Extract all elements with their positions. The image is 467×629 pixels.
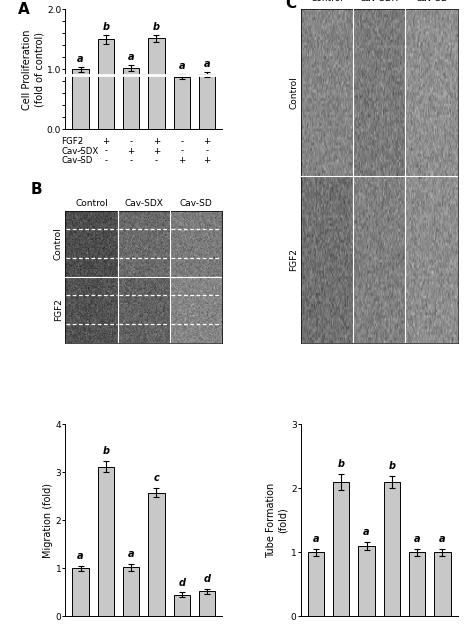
Text: A: A	[18, 3, 30, 17]
Text: FGF2: FGF2	[62, 137, 84, 146]
Text: -: -	[155, 156, 158, 165]
Text: b: b	[153, 21, 160, 31]
Bar	[174, 595, 190, 616]
Text: a: a	[128, 52, 134, 62]
Text: b: b	[389, 461, 396, 470]
Text: a: a	[312, 535, 319, 544]
Text: -: -	[205, 147, 209, 155]
Bar	[123, 567, 140, 616]
Text: -: -	[130, 137, 133, 146]
Bar	[199, 591, 215, 616]
Text: a: a	[363, 527, 370, 537]
Text: -: -	[79, 147, 82, 155]
Y-axis label: Tube Formation
(fold): Tube Formation (fold)	[267, 483, 288, 558]
Text: a: a	[204, 59, 211, 69]
Text: Control: Control	[54, 228, 63, 260]
Text: -: -	[180, 137, 184, 146]
Text: d: d	[178, 577, 185, 587]
Text: Cav-SD: Cav-SD	[415, 0, 448, 3]
Bar	[434, 552, 451, 616]
Bar	[333, 482, 349, 616]
Y-axis label: Cell Proliferation
(fold of control): Cell Proliferation (fold of control)	[22, 29, 44, 109]
Text: a: a	[77, 54, 84, 64]
Y-axis label: Migration (fold): Migration (fold)	[42, 483, 53, 558]
Bar	[148, 493, 165, 616]
Text: Control: Control	[289, 77, 298, 109]
Text: FGF2: FGF2	[54, 299, 63, 321]
Text: b: b	[102, 446, 109, 456]
Text: +: +	[102, 137, 109, 146]
Bar	[174, 77, 190, 130]
Text: d: d	[204, 574, 211, 584]
Text: a: a	[439, 535, 446, 544]
Bar	[123, 69, 140, 130]
Text: Cav-SDX: Cav-SDX	[62, 147, 99, 155]
Text: a: a	[178, 61, 185, 71]
Text: Cav-SDX: Cav-SDX	[124, 199, 163, 208]
Bar	[98, 467, 114, 616]
Text: -: -	[104, 147, 107, 155]
Text: C: C	[285, 0, 296, 11]
Bar	[383, 482, 400, 616]
Bar	[72, 569, 89, 616]
Text: B: B	[31, 182, 42, 197]
Bar	[72, 69, 89, 130]
Text: a: a	[128, 549, 134, 559]
Text: -: -	[130, 156, 133, 165]
Text: a: a	[414, 535, 420, 544]
Text: -: -	[180, 147, 184, 155]
Text: +: +	[204, 137, 211, 146]
Bar	[409, 552, 425, 616]
Text: -: -	[79, 137, 82, 146]
Text: FGF2: FGF2	[289, 248, 298, 271]
Bar	[199, 74, 215, 130]
Text: -: -	[104, 156, 107, 165]
Text: Cav-SDX: Cav-SDX	[360, 0, 399, 3]
Bar	[148, 38, 165, 130]
Text: a: a	[77, 551, 84, 560]
Text: Control: Control	[75, 199, 108, 208]
Text: Control: Control	[311, 0, 343, 3]
Bar	[358, 546, 375, 616]
Text: Cav-SD: Cav-SD	[62, 156, 93, 165]
Text: Cav-SD: Cav-SD	[180, 199, 212, 208]
Text: -: -	[79, 156, 82, 165]
Text: +: +	[153, 137, 160, 146]
Text: +: +	[127, 147, 135, 155]
Text: b: b	[102, 22, 109, 32]
Text: +: +	[204, 156, 211, 165]
Bar	[308, 552, 324, 616]
Text: +: +	[153, 147, 160, 155]
Text: +: +	[178, 156, 185, 165]
Text: c: c	[154, 473, 159, 483]
Text: b: b	[338, 460, 345, 469]
Bar	[98, 40, 114, 130]
